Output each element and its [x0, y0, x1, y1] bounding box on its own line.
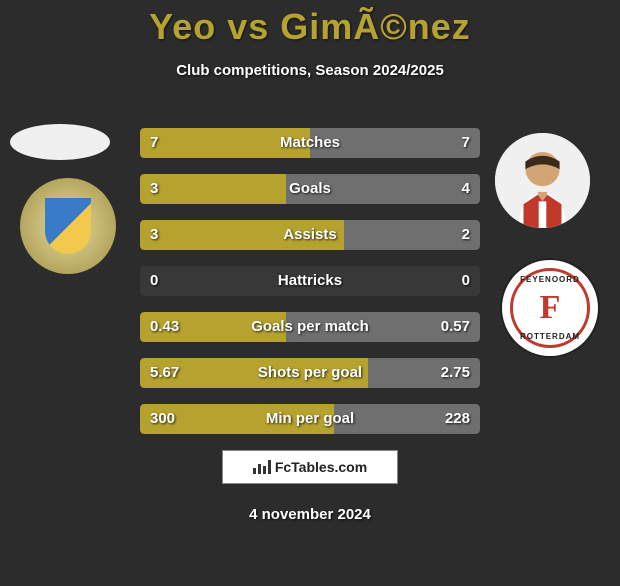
bar-label: Goals per match — [140, 312, 480, 342]
date-text: 4 november 2024 — [0, 506, 620, 523]
subtitle: Club competitions, Season 2024/2025 — [0, 62, 620, 79]
bar-row: 00Hattricks — [140, 266, 480, 296]
page-title: Yeo vs GimÃ©nez — [0, 6, 620, 48]
bar-label: Assists — [140, 220, 480, 250]
bar-row: 32Assists — [140, 220, 480, 250]
footer-brand-text: FcTables.com — [275, 459, 367, 475]
club2-letter: F — [540, 289, 561, 327]
bar-row: 34Goals — [140, 174, 480, 204]
club2-badge: FEYENOORD F ROTTERDAM — [502, 260, 598, 356]
bar-row: 5.672.75Shots per goal — [140, 358, 480, 388]
club2-bottom-text: ROTTERDAM — [520, 332, 580, 341]
bar-label: Shots per goal — [140, 358, 480, 388]
bar-row: 77Matches — [140, 128, 480, 158]
player1-avatar — [10, 124, 110, 160]
bar-label: Matches — [140, 128, 480, 158]
club1-badge — [20, 178, 116, 274]
stats-bars: 77Matches 34Goals 32Assists 00Hattricks 0.43… — [140, 128, 480, 450]
bar-label: Hattricks — [140, 266, 480, 296]
club1-shield-icon — [45, 198, 91, 254]
bar-row: 300228Min per goal — [140, 404, 480, 434]
bar-label: Min per goal — [140, 404, 480, 434]
club2-top-text: FEYENOORD — [520, 275, 580, 284]
bar-label: Goals — [140, 174, 480, 204]
bar-row: 0.430.57Goals per match — [140, 312, 480, 342]
player2-avatar — [495, 133, 590, 228]
chart-icon — [253, 460, 271, 474]
footer-brand: FcTables.com — [222, 450, 398, 484]
